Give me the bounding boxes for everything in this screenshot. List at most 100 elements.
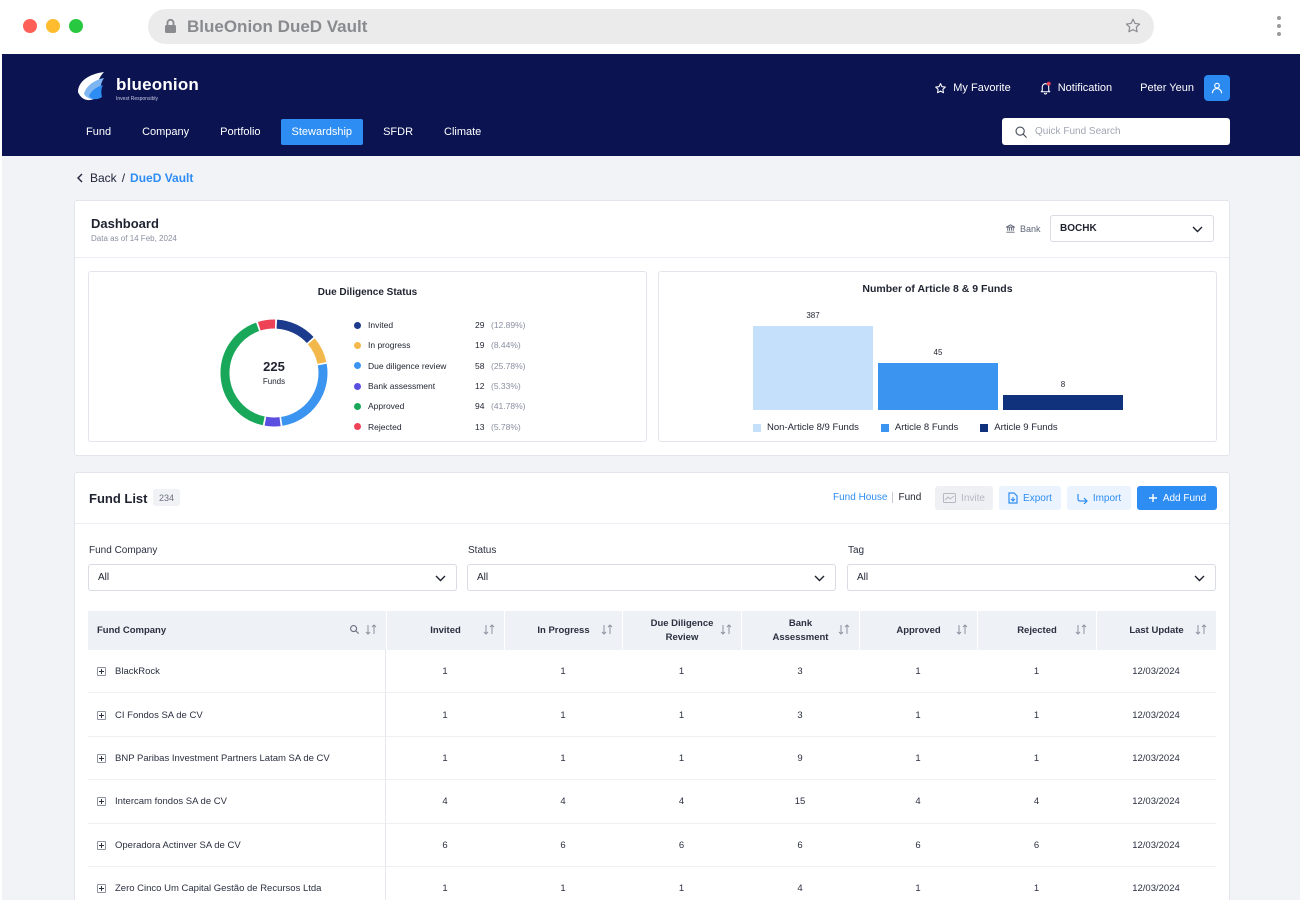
bar-0[interactable] bbox=[753, 326, 873, 410]
browser-menu-icon[interactable] bbox=[1276, 16, 1282, 40]
cell-value: 6 bbox=[797, 839, 803, 851]
import-button[interactable]: Import bbox=[1067, 486, 1131, 510]
cell-value: 1 bbox=[678, 666, 685, 678]
sort-icon[interactable] bbox=[601, 624, 613, 640]
table-row[interactable]: BNP Paribas Investment Partners Latam SA… bbox=[88, 736, 1216, 781]
column-header[interactable]: Bank Assessment bbox=[741, 611, 859, 650]
cell-value: 6 bbox=[1033, 839, 1040, 851]
table-row[interactable]: Operadora Actinver SA de CV 6 6 6 6 6 6 12/03/2… bbox=[88, 823, 1216, 867]
table-row[interactable]: BlackRock 1 1 1 3 1 1 12/03/2024 bbox=[88, 650, 1216, 694]
legend-value: 94 bbox=[475, 401, 485, 412]
table-row[interactable]: Intercam fondos SA de CV 4 4 4 15 4 4 12/03/202… bbox=[88, 780, 1216, 824]
notification-link[interactable]: Notification bbox=[1039, 81, 1112, 95]
fund-company-filter-select[interactable]: All bbox=[88, 564, 457, 591]
invite-label: Invite bbox=[961, 492, 985, 504]
column-header[interactable]: Approved bbox=[859, 611, 977, 650]
donut-segment-4[interactable] bbox=[220, 322, 265, 426]
table-cell: 1 bbox=[386, 693, 504, 736]
view-toggle: Fund House Fund bbox=[833, 492, 921, 503]
cell-value: 4 bbox=[1033, 796, 1040, 808]
donut-segment-5[interactable] bbox=[257, 319, 276, 331]
invite-button[interactable]: Invite bbox=[935, 486, 993, 510]
donut-segment-0[interactable] bbox=[276, 319, 314, 344]
back-link[interactable]: Back bbox=[90, 171, 117, 185]
bar-2[interactable] bbox=[1003, 395, 1123, 410]
expand-row-icon[interactable] bbox=[97, 710, 106, 720]
cell-value: 6 bbox=[678, 839, 685, 851]
expand-row-icon[interactable] bbox=[97, 840, 106, 850]
cell-value: 12/03/2024 bbox=[1132, 883, 1180, 895]
donut-segment-1[interactable] bbox=[307, 338, 327, 365]
sort-icon[interactable] bbox=[1075, 624, 1087, 640]
cell-value: 1 bbox=[1033, 666, 1040, 678]
cell-value: 6 bbox=[442, 839, 448, 851]
table-row[interactable]: CI Fondos SA de CV 1 1 1 3 1 1 12/03/2024 bbox=[88, 693, 1216, 737]
table-cell: 1 bbox=[386, 867, 504, 900]
breadcrumb-current[interactable]: DueD Vault bbox=[130, 171, 194, 185]
sort-icon[interactable] bbox=[720, 624, 732, 640]
maximize-window-button[interactable] bbox=[69, 19, 83, 33]
table-cell: 6 bbox=[504, 824, 622, 867]
column-header[interactable]: Rejected bbox=[977, 611, 1096, 650]
sort-icon[interactable] bbox=[838, 624, 850, 640]
bookmark-star-icon[interactable] bbox=[1124, 17, 1142, 35]
chevron-left-icon[interactable] bbox=[76, 173, 84, 183]
user-name[interactable]: Peter Yeun bbox=[1140, 82, 1194, 94]
column-header[interactable]: Last Update bbox=[1096, 611, 1216, 650]
column-header[interactable]: Due Diligence Review bbox=[622, 611, 741, 650]
table-cell: 1 bbox=[386, 650, 504, 693]
cell-value: 12/03/2024 bbox=[1132, 796, 1180, 808]
legend-item: Approved 94 (41.78%) bbox=[354, 396, 526, 416]
expand-row-icon[interactable] bbox=[97, 797, 106, 807]
add-fund-button[interactable]: Add Fund bbox=[1137, 486, 1217, 510]
legend-value: 12 bbox=[475, 381, 485, 392]
table-cell: 4 bbox=[386, 780, 504, 823]
table-cell: 12/03/2024 bbox=[1096, 824, 1216, 867]
status-filter-select[interactable]: All bbox=[467, 564, 836, 591]
legend-item: Rejected 13 (5.78%) bbox=[354, 416, 526, 436]
brand-logo[interactable]: blueonion Invest Responsibly bbox=[74, 70, 214, 110]
toggle-fund-house[interactable]: Fund House bbox=[833, 492, 888, 503]
column-header[interactable]: Fund Company bbox=[88, 611, 386, 650]
donut-segment-2[interactable] bbox=[280, 363, 328, 426]
cell-value: 1 bbox=[1033, 752, 1040, 764]
toggle-fund[interactable]: Fund bbox=[898, 492, 922, 503]
column-header-label: Approved bbox=[896, 624, 941, 636]
menu-item-climate[interactable]: Climate bbox=[444, 126, 482, 138]
column-search-icon[interactable] bbox=[349, 624, 360, 640]
tag-filter-select[interactable]: All bbox=[847, 564, 1216, 591]
column-header[interactable]: Invited bbox=[386, 611, 504, 650]
avatar[interactable] bbox=[1204, 75, 1230, 101]
table-cell: 9 bbox=[741, 737, 859, 780]
minimize-window-button[interactable] bbox=[46, 19, 60, 33]
table-row[interactable]: Zero Cinco Um Capital Gestão de Recursos… bbox=[88, 866, 1216, 900]
cell-value: 12/03/2024 bbox=[1132, 752, 1180, 764]
column-header[interactable]: In Progress bbox=[504, 611, 622, 650]
quick-fund-search-input[interactable]: Quick Fund Search bbox=[1002, 118, 1230, 145]
menu-item-company[interactable]: Company bbox=[142, 126, 190, 138]
sort-icon[interactable] bbox=[956, 624, 968, 640]
export-button[interactable]: Export bbox=[999, 486, 1061, 510]
menu-item-stewardship[interactable]: Stewardship bbox=[280, 119, 364, 145]
expand-row-icon[interactable] bbox=[97, 884, 106, 894]
menu-item-fund[interactable]: Fund bbox=[86, 126, 112, 138]
sort-icon[interactable] bbox=[365, 624, 377, 640]
table-cell: BNP Paribas Investment Partners Latam SA… bbox=[88, 736, 386, 781]
my-favorite-link[interactable]: My Favorite bbox=[934, 82, 1011, 95]
menu-item-sfdr[interactable]: SFDR bbox=[383, 126, 414, 138]
main-menu: Fund Company Portfolio Stewardship SFDR … bbox=[75, 119, 501, 145]
fund-company-name: Zero Cinco Um Capital Gestão de Recursos… bbox=[115, 883, 322, 895]
bank-select[interactable]: BOCHK bbox=[1050, 215, 1214, 242]
address-bar[interactable]: BlueOnion DueD Vault bbox=[148, 9, 1154, 44]
donut-segment-3[interactable] bbox=[264, 416, 281, 427]
legend-label: Due diligence review bbox=[368, 360, 447, 371]
expand-row-icon[interactable] bbox=[97, 667, 106, 677]
close-window-button[interactable] bbox=[23, 19, 37, 33]
expand-row-icon[interactable] bbox=[97, 753, 106, 763]
menu-item-portfolio[interactable]: Portfolio bbox=[220, 126, 261, 138]
sort-icon[interactable] bbox=[483, 624, 495, 640]
bar-1[interactable] bbox=[878, 363, 998, 410]
legend-percent: (25.78%) bbox=[491, 360, 526, 371]
sort-icon[interactable] bbox=[1195, 624, 1207, 640]
cell-value: 4 bbox=[442, 796, 448, 808]
